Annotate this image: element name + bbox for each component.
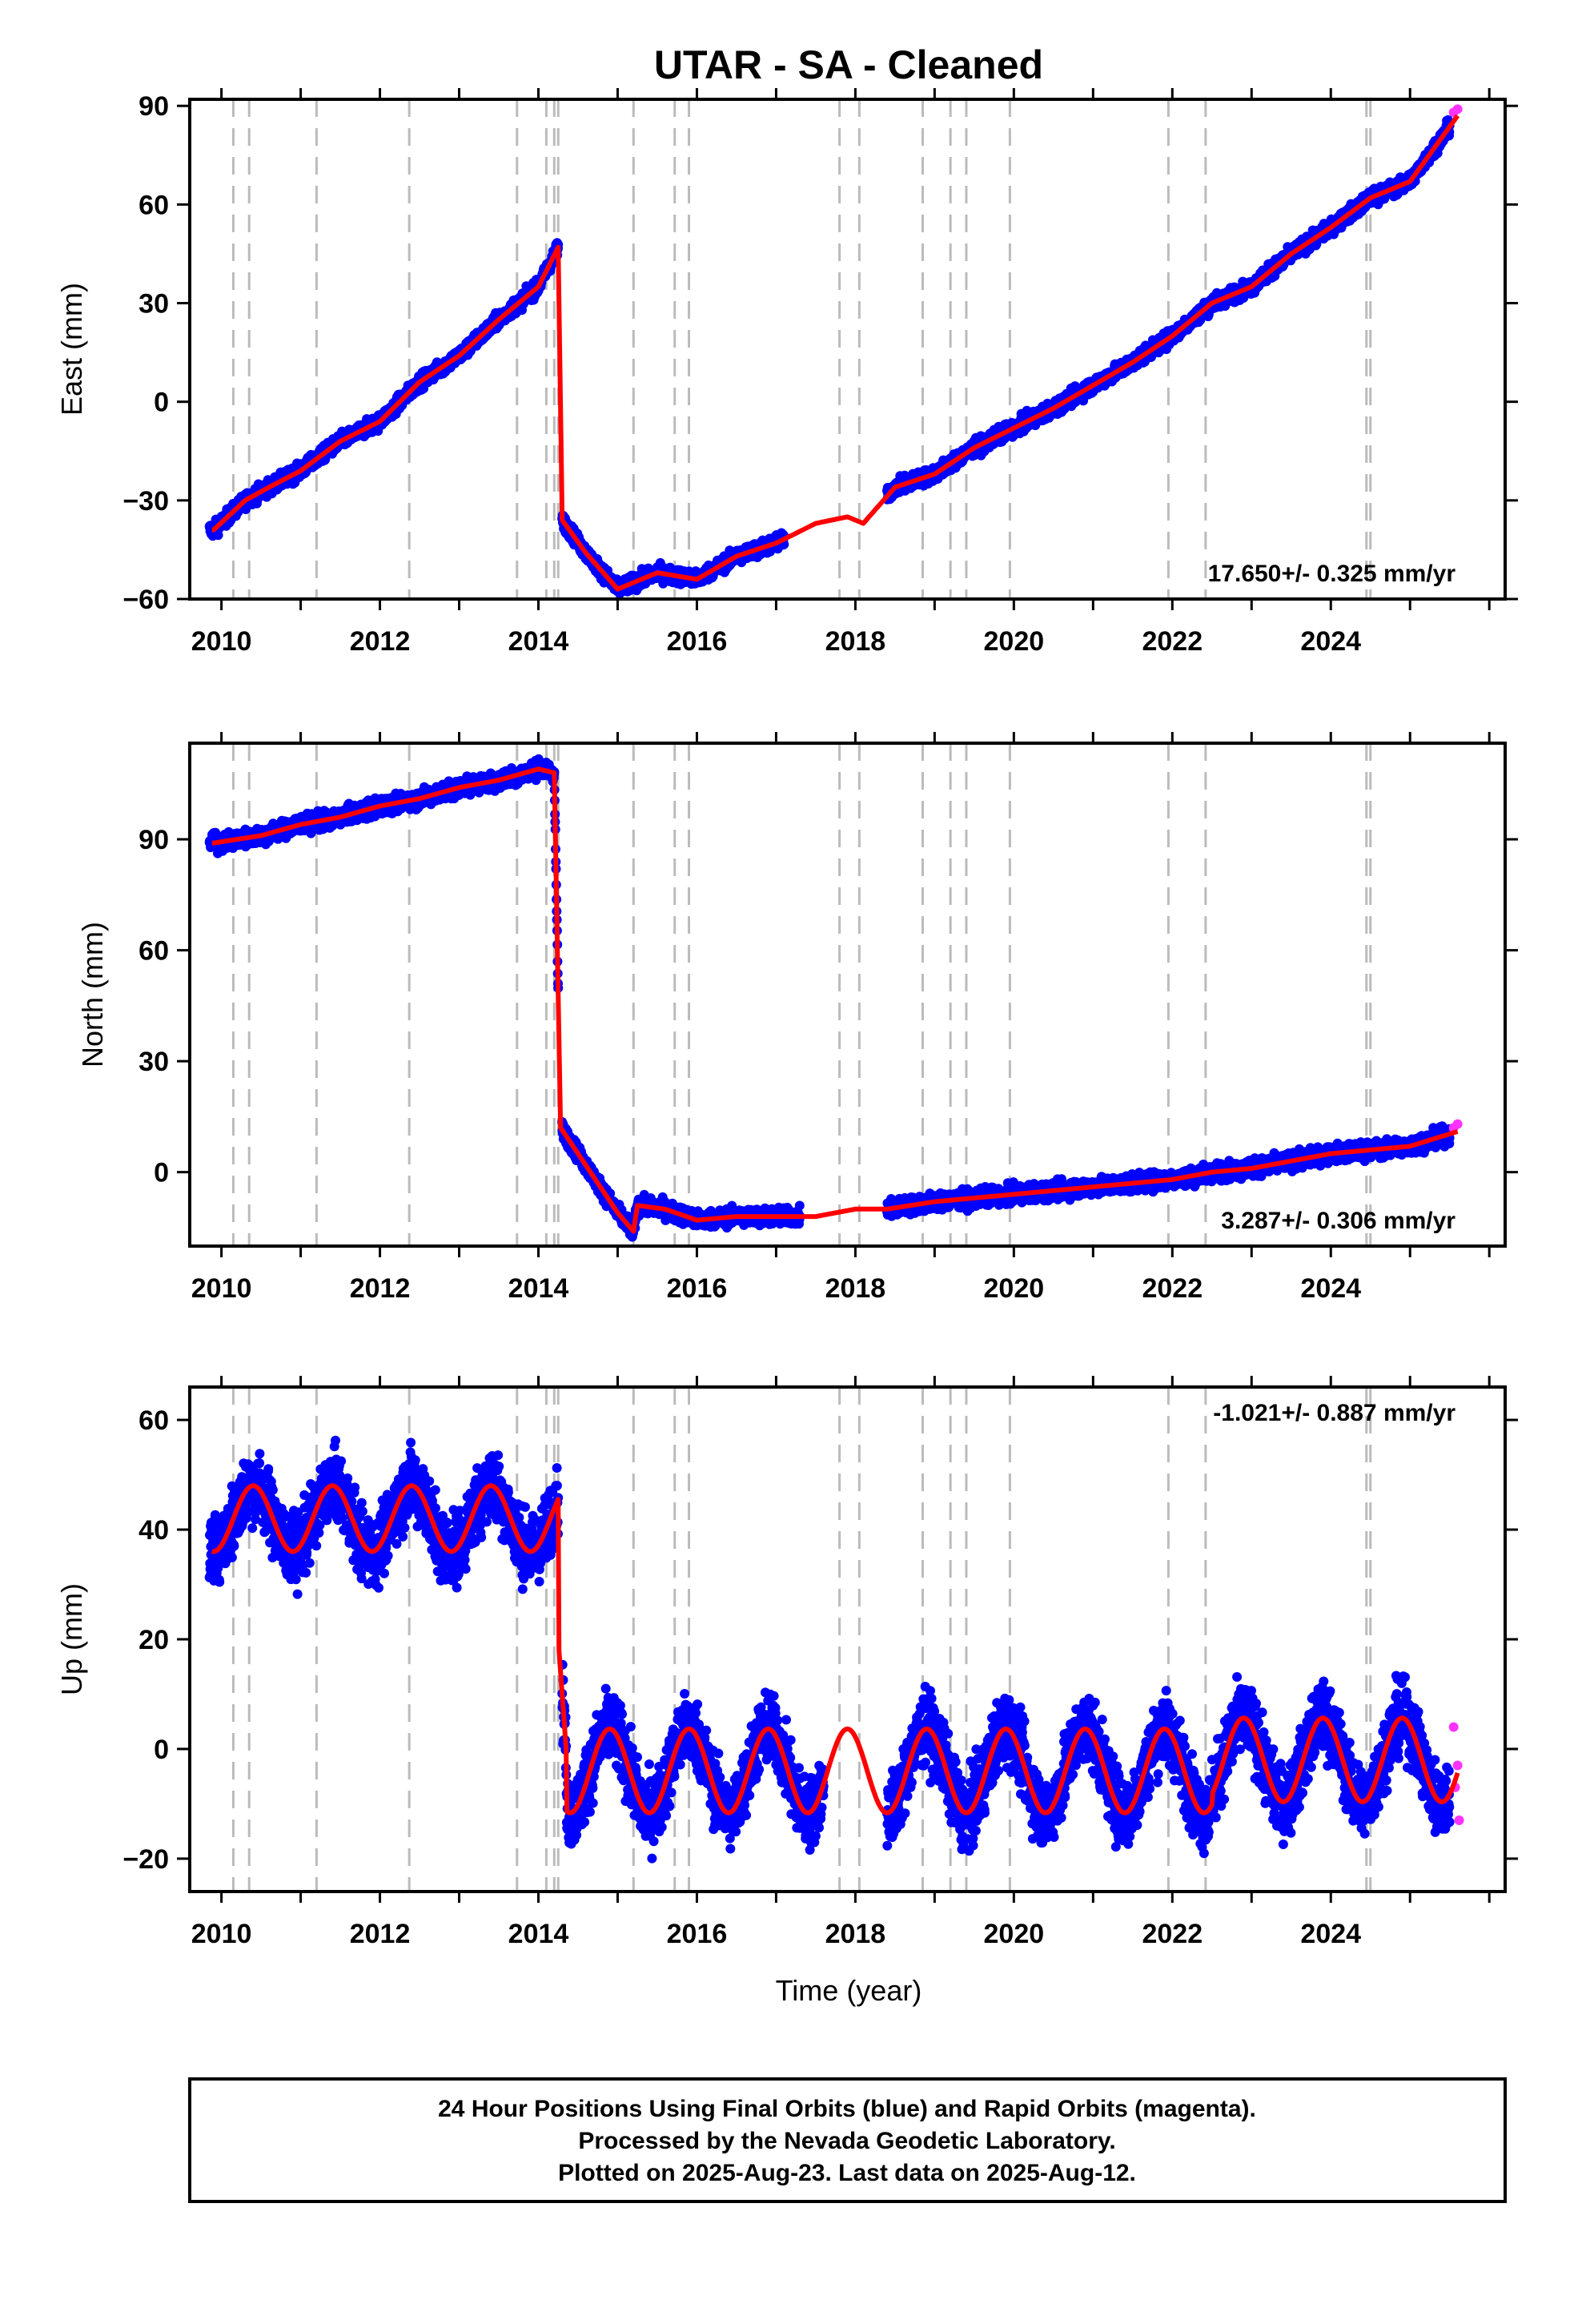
final-orbit-points [204,115,1455,599]
chart-title: UTAR - SA - Cleaned [654,42,1043,87]
data-point [213,530,223,541]
